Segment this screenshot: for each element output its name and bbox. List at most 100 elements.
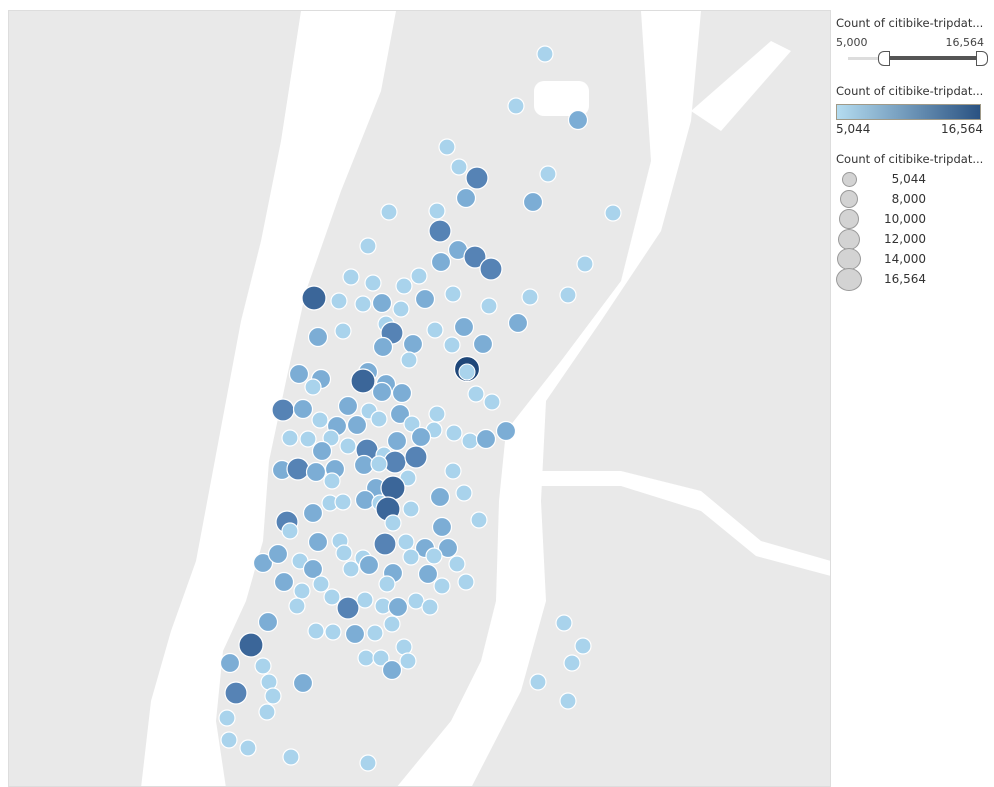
station-marker[interactable] — [480, 297, 498, 315]
station-marker[interactable] — [392, 300, 410, 318]
station-marker[interactable] — [428, 202, 446, 220]
station-marker[interactable] — [433, 577, 451, 595]
station-marker[interactable] — [507, 312, 529, 334]
station-marker[interactable] — [457, 573, 475, 591]
station-marker[interactable] — [330, 292, 348, 310]
station-marker[interactable] — [366, 624, 384, 642]
station-marker[interactable] — [218, 709, 236, 727]
station-marker[interactable] — [358, 554, 380, 576]
station-marker[interactable] — [403, 415, 421, 433]
station-marker[interactable] — [495, 420, 517, 442]
station-marker[interactable] — [574, 637, 592, 655]
station-marker[interactable] — [604, 204, 622, 222]
station-marker[interactable] — [414, 288, 436, 310]
station-marker[interactable] — [373, 532, 397, 556]
station-marker[interactable] — [391, 382, 413, 404]
station-marker[interactable] — [479, 257, 503, 281]
station-marker[interactable] — [335, 544, 353, 562]
station-marker[interactable] — [336, 596, 360, 620]
station-marker[interactable] — [304, 378, 322, 396]
station-marker[interactable] — [399, 652, 417, 670]
station-marker[interactable] — [288, 363, 310, 385]
station-marker[interactable] — [384, 514, 402, 532]
station-marker[interactable] — [378, 575, 396, 593]
station-marker[interactable] — [305, 461, 327, 483]
station-marker[interactable] — [402, 500, 420, 518]
station-marker[interactable] — [445, 424, 463, 442]
station-marker[interactable] — [458, 363, 476, 381]
station-marker[interactable] — [536, 45, 554, 63]
station-marker[interactable] — [323, 472, 341, 490]
station-marker[interactable] — [220, 731, 238, 749]
station-marker[interactable] — [417, 563, 439, 585]
station-marker[interactable] — [239, 739, 257, 757]
station-marker[interactable] — [273, 571, 295, 593]
station-marker[interactable] — [522, 191, 544, 213]
station-marker[interactable] — [448, 555, 466, 573]
station-marker[interactable] — [372, 649, 390, 667]
station-marker[interactable] — [292, 398, 314, 420]
station-marker[interactable] — [301, 285, 327, 311]
station-marker[interactable] — [475, 428, 497, 450]
station-marker[interactable] — [307, 622, 325, 640]
station-marker[interactable] — [354, 295, 372, 313]
station-marker[interactable] — [324, 623, 342, 641]
station-marker[interactable] — [507, 97, 525, 115]
station-marker[interactable] — [359, 754, 377, 772]
station-marker[interactable] — [254, 657, 272, 675]
station-marker[interactable] — [453, 316, 475, 338]
station-marker[interactable] — [465, 166, 489, 190]
station-marker[interactable] — [370, 410, 388, 428]
station-marker[interactable] — [350, 368, 376, 394]
station-marker[interactable] — [307, 531, 329, 553]
station-marker[interactable] — [334, 493, 352, 511]
station-marker[interactable] — [322, 429, 340, 447]
station-marker[interactable] — [463, 245, 487, 269]
station-marker[interactable] — [323, 588, 341, 606]
station-marker[interactable] — [381, 659, 403, 681]
station-marker[interactable] — [288, 597, 306, 615]
station-marker[interactable] — [428, 219, 452, 243]
station-marker[interactable] — [342, 560, 360, 578]
station-marker[interactable] — [429, 486, 451, 508]
station-marker[interactable] — [380, 203, 398, 221]
station-marker[interactable] — [450, 158, 468, 176]
station-marker[interactable] — [311, 440, 333, 462]
station-marker[interactable] — [467, 385, 485, 403]
station-marker[interactable] — [238, 632, 264, 658]
station-marker[interactable] — [402, 548, 420, 566]
station-marker[interactable] — [258, 703, 276, 721]
station-marker[interactable] — [257, 611, 279, 633]
station-marker[interactable] — [307, 326, 329, 348]
station-marker[interactable] — [470, 511, 488, 529]
station-marker[interactable] — [559, 286, 577, 304]
station-marker[interactable] — [397, 533, 415, 551]
station-marker[interactable] — [356, 591, 374, 609]
station-marker[interactable] — [426, 321, 444, 339]
station-marker[interactable] — [264, 687, 282, 705]
station-marker[interactable] — [334, 322, 352, 340]
station-marker[interactable] — [410, 267, 428, 285]
station-marker[interactable] — [302, 558, 324, 580]
station-marker[interactable] — [267, 543, 289, 565]
station-marker[interactable] — [400, 351, 418, 369]
map-view[interactable] — [8, 10, 831, 787]
station-marker[interactable] — [421, 598, 439, 616]
station-marker[interactable] — [344, 623, 366, 645]
station-marker[interactable] — [281, 522, 299, 540]
station-marker[interactable] — [410, 426, 432, 448]
station-marker[interactable] — [576, 255, 594, 273]
station-marker[interactable] — [428, 405, 446, 423]
station-marker[interactable] — [371, 381, 393, 403]
slider-min-handle[interactable] — [878, 51, 890, 66]
station-marker[interactable] — [555, 614, 573, 632]
station-marker[interactable] — [383, 615, 401, 633]
station-marker[interactable] — [342, 268, 360, 286]
station-marker[interactable] — [252, 552, 274, 574]
station-marker[interactable] — [354, 489, 376, 511]
station-marker[interactable] — [281, 429, 299, 447]
station-marker[interactable] — [364, 274, 382, 292]
station-marker[interactable] — [224, 681, 248, 705]
station-marker[interactable] — [444, 462, 462, 480]
station-marker[interactable] — [299, 430, 317, 448]
